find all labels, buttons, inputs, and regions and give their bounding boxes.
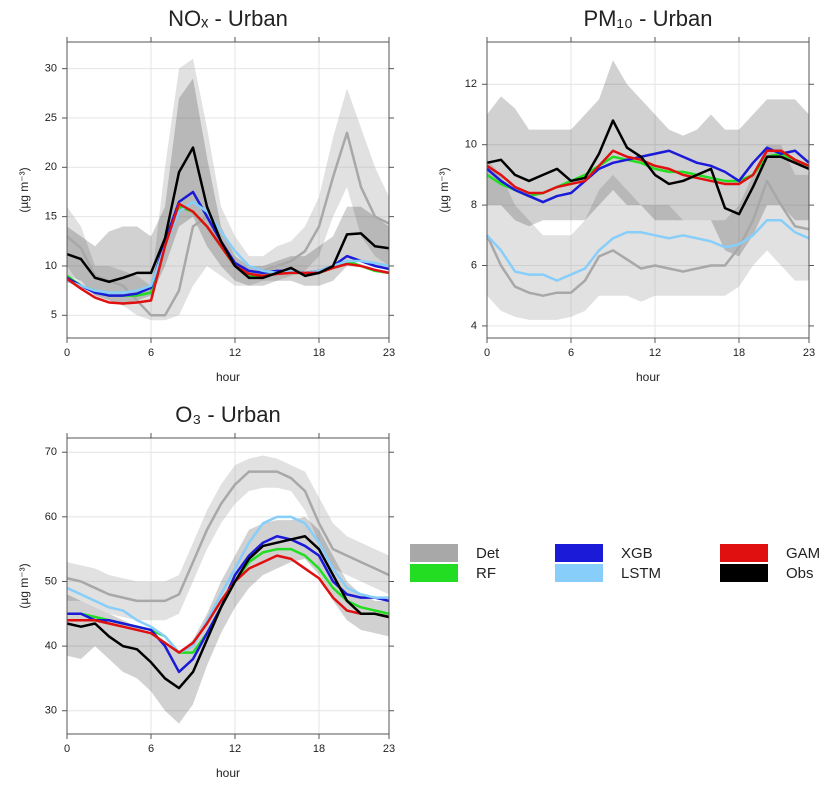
panel: PM₁₀ - Urban 4 6 8 10 12 0 6 12 18 23 hour (µg m⁻³) <box>437 6 815 384</box>
y-tick-label: 12 <box>465 78 477 90</box>
x-tick-label: 18 <box>733 347 745 359</box>
x-tick-label: 6 <box>148 347 154 359</box>
legend-swatch <box>555 564 603 582</box>
y-tick-label: 40 <box>45 640 57 652</box>
y-tick-label: 25 <box>45 112 57 124</box>
band <box>487 60 809 257</box>
plot-area <box>67 438 389 734</box>
plot-area <box>67 42 389 338</box>
legend-swatch <box>410 544 458 562</box>
y-tick-label: 70 <box>45 446 57 458</box>
x-axis-label: hour <box>216 370 240 384</box>
band <box>67 78 389 306</box>
x-tick-label: 12 <box>649 347 661 359</box>
chart-title: O₃ - Urban <box>175 402 281 427</box>
y-tick-label: 8 <box>471 199 477 211</box>
y-tick-label: 50 <box>45 575 57 587</box>
x-tick-label: 18 <box>313 743 325 755</box>
y-axis-label: (µg m⁻³) <box>17 563 31 608</box>
x-tick-label: 23 <box>803 347 815 359</box>
plot-frame <box>486 41 810 339</box>
y-tick-label: 20 <box>45 161 57 173</box>
x-tick-label: 0 <box>64 743 70 755</box>
y-axis-label: (µg m⁻³) <box>17 167 31 212</box>
plot-frame <box>66 41 390 339</box>
panel: O₃ - Urban 30 40 50 60 70 0 6 12 18 23 hour (µg m⁻³) <box>17 402 395 780</box>
chart-title: NOₓ - Urban <box>168 6 288 31</box>
band <box>67 58 389 321</box>
y-tick-label: 10 <box>45 260 57 272</box>
y-tick-label: 4 <box>471 320 477 332</box>
x-tick-label: 23 <box>383 347 395 359</box>
series-line <box>486 119 810 216</box>
series-line <box>486 218 810 282</box>
series-line <box>66 470 390 603</box>
series-line <box>66 515 389 654</box>
plot-area <box>487 42 809 338</box>
series-line <box>67 554 390 654</box>
legend-label: RF <box>476 565 496 582</box>
series-line <box>486 146 810 204</box>
y-tick-label: 30 <box>45 705 57 717</box>
series-line <box>486 149 810 195</box>
y-axis-label: (µg m⁻³) <box>437 167 451 212</box>
x-tick-label: 0 <box>484 347 490 359</box>
y-tick-label: 6 <box>471 259 477 271</box>
legend-label: GAM <box>786 545 820 562</box>
x-tick-label: 18 <box>313 347 325 359</box>
legend-label: Obs <box>786 565 814 582</box>
x-tick-label: 12 <box>229 743 241 755</box>
x-tick-label: 23 <box>383 743 395 755</box>
y-tick-label: 15 <box>45 211 57 223</box>
x-axis-label: hour <box>216 766 240 780</box>
series-line <box>66 146 390 284</box>
y-tick-label: 30 <box>45 63 57 75</box>
y-tick-label: 5 <box>51 309 57 321</box>
legend-label: Det <box>476 545 500 562</box>
legend-swatch <box>410 564 458 582</box>
x-tick-label: 12 <box>229 347 241 359</box>
legend-swatch <box>720 564 768 582</box>
plot-frame <box>66 437 390 735</box>
legend-swatch <box>555 544 603 562</box>
legend-swatch <box>720 544 768 562</box>
x-tick-label: 6 <box>148 743 154 755</box>
series-line <box>66 534 390 690</box>
series-line <box>66 200 390 294</box>
legend-label: XGB <box>621 545 653 562</box>
x-axis-label: hour <box>636 370 660 384</box>
chart-title: PM₁₀ - Urban <box>583 6 712 31</box>
series-line <box>485 179 810 297</box>
y-tick-label: 10 <box>465 139 477 151</box>
band <box>67 516 389 724</box>
y-tick-label: 60 <box>45 511 57 523</box>
x-tick-label: 0 <box>64 347 70 359</box>
legend: Det RF XGB LSTM GAM Obs <box>410 544 820 582</box>
x-tick-label: 6 <box>568 347 574 359</box>
legend-label: LSTM <box>621 565 661 582</box>
panel: NOₓ - Urban 5 10 15 20 25 30 0 6 12 18 23 hour (µg m⁻… <box>17 6 395 384</box>
